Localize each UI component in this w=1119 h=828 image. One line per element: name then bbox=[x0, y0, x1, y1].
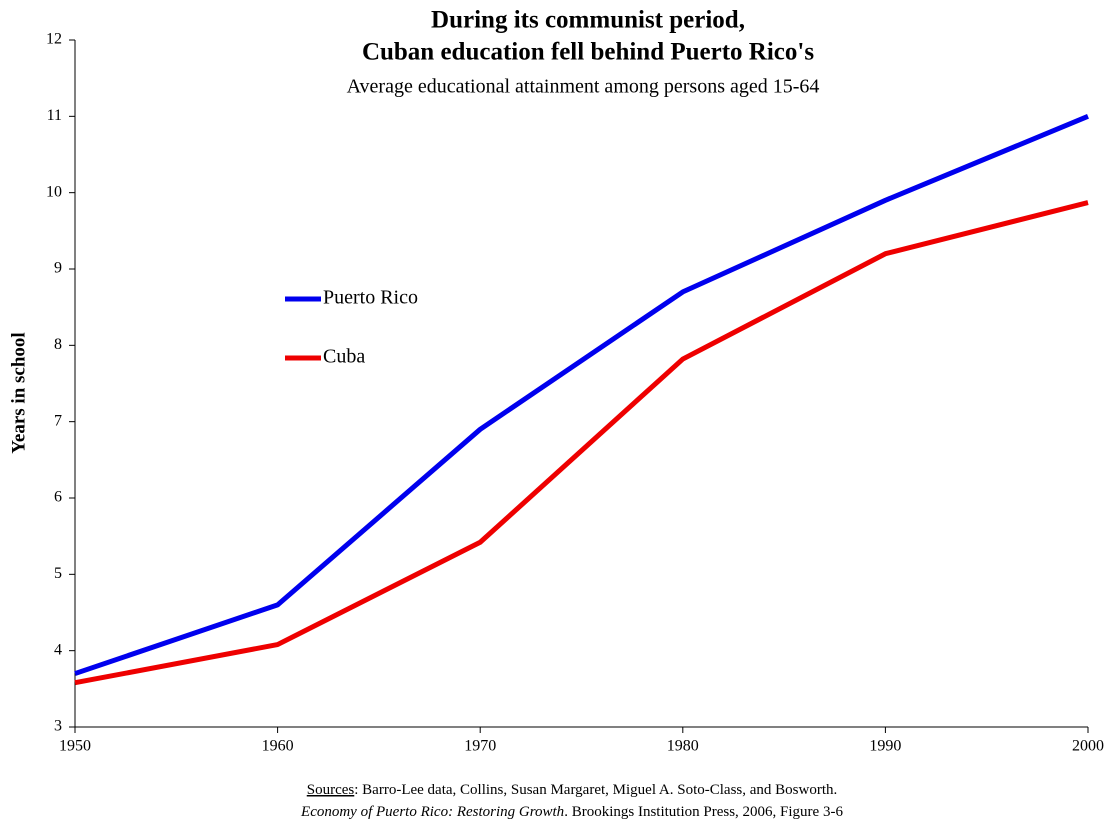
x-tick-label: 1990 bbox=[869, 738, 901, 755]
chart-title: Cuban education fell behind Puerto Rico'… bbox=[362, 39, 814, 66]
y-tick-label: 10 bbox=[46, 183, 62, 200]
x-tick-label: 1970 bbox=[464, 738, 496, 755]
legend-label: Cuba bbox=[323, 346, 365, 368]
y-tick-label: 7 bbox=[54, 412, 62, 429]
y-tick-label: 8 bbox=[54, 336, 62, 353]
source-label: Sources bbox=[307, 782, 355, 798]
citation-title: Economy of Puerto Rico: Restoring Growth bbox=[300, 804, 564, 820]
x-tick-label: 1960 bbox=[262, 738, 294, 755]
source-citation: Economy of Puerto Rico: Restoring Growth… bbox=[300, 804, 843, 820]
y-tick-label: 11 bbox=[47, 107, 62, 124]
x-tick-label: 1980 bbox=[667, 738, 699, 755]
y-tick-label: 9 bbox=[54, 260, 62, 277]
series-line bbox=[74, 200, 1089, 686]
y-axis-label: Years in school bbox=[8, 332, 29, 453]
chart-subtitle: Average educational attainment among per… bbox=[347, 76, 820, 98]
y-tick-label: 12 bbox=[46, 31, 62, 48]
x-tick-label: 2000 bbox=[1072, 738, 1104, 755]
citation-rest: . Brookings Institution Press, 2006, Fig… bbox=[564, 804, 843, 820]
legend-label: Puerto Rico bbox=[323, 287, 418, 309]
source-note: Sources: Barro-Lee data, Collins, Susan … bbox=[307, 782, 838, 798]
series-line bbox=[74, 114, 1089, 676]
y-tick-label: 4 bbox=[54, 641, 62, 658]
y-tick-label: 5 bbox=[54, 565, 62, 582]
y-tick-label: 6 bbox=[54, 489, 62, 506]
chart-title: During its communist period, bbox=[431, 7, 745, 34]
y-tick-label: 3 bbox=[54, 718, 62, 735]
x-tick-label: 1950 bbox=[59, 738, 91, 755]
source-text: : Barro-Lee data, Collins, Susan Margare… bbox=[354, 782, 837, 798]
